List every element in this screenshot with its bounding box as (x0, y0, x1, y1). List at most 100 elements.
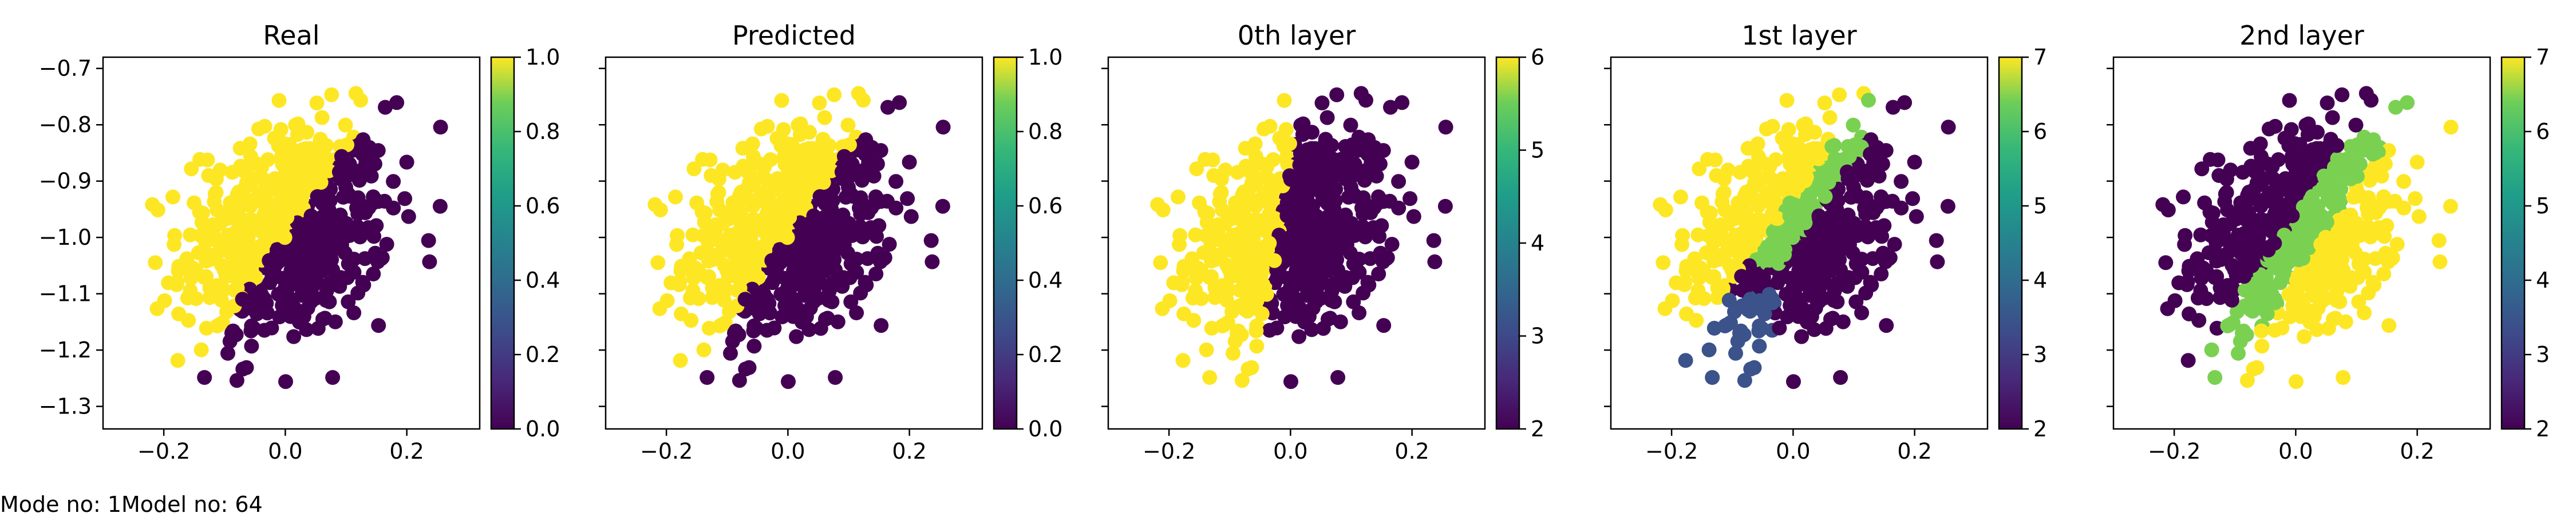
scatter-point (725, 245, 741, 261)
x-tick-label: 0.0 (1776, 439, 1810, 464)
scatter-point (287, 157, 302, 173)
scatter-point (285, 274, 300, 289)
scatter-point (1656, 255, 1671, 271)
scatter-point (1267, 253, 1282, 268)
scatter-point (1766, 192, 1781, 207)
scatter-point (2181, 263, 2196, 279)
scatter-point (1223, 232, 1239, 247)
scatter-point (2261, 121, 2277, 137)
scatter-point (1817, 96, 1832, 110)
scatter-point (1277, 93, 1292, 108)
scatter-point (314, 110, 330, 125)
scatter-point (849, 305, 864, 320)
colorbar-tick-label: 7 (2033, 45, 2047, 70)
scatter-point (225, 201, 240, 217)
scatter-point (1305, 300, 1321, 316)
scatter-point (1827, 151, 1843, 166)
scatter-point (1283, 374, 1298, 389)
scatter-point (255, 171, 271, 186)
x-tick-label: 0.2 (892, 439, 926, 464)
scatter-point (731, 327, 746, 343)
scatter-point (262, 253, 277, 268)
scatter-point (2282, 309, 2298, 324)
scatter-point (1247, 136, 1263, 152)
scatter-point (1847, 137, 1862, 153)
scatter-point (1329, 87, 1345, 102)
scatter-point (230, 280, 245, 296)
scatter-point (924, 254, 940, 269)
scatter-point (235, 292, 250, 307)
scatter-point (218, 232, 234, 247)
scatter-point (399, 154, 414, 170)
colorbar-tick-label: 1.0 (1028, 45, 1062, 70)
scatter-point (188, 291, 204, 307)
colorbar (490, 56, 515, 430)
scatter-point (1726, 232, 1741, 247)
colorbar-tick-label: 0.8 (1028, 119, 1062, 144)
scatter-point (1216, 317, 1232, 333)
scatter-point (812, 251, 828, 267)
x-tick-label: 0.0 (2278, 439, 2313, 464)
scatter-point (2330, 151, 2345, 166)
chart-title: 0th layer (1238, 20, 1356, 51)
scatter-point (1897, 95, 1913, 110)
scatter-point (1212, 186, 1228, 202)
scatter-point (855, 229, 870, 245)
scatter-point (746, 149, 761, 164)
scatter-point (764, 253, 780, 268)
scatter-point (2336, 370, 2351, 385)
scatter-point (1293, 117, 1309, 133)
scatter-point (1871, 168, 1887, 184)
scatter-point (1228, 245, 1243, 261)
scatter-point (732, 280, 748, 296)
scatter-point (1846, 117, 1861, 133)
scatter-point (2443, 198, 2458, 214)
scatter-point (2379, 218, 2395, 233)
scatter-point (2332, 294, 2348, 309)
scatter-point (1380, 250, 1395, 265)
scatter-point (2240, 280, 2255, 296)
scatter-point (322, 294, 337, 309)
scatter-point (1874, 267, 1889, 281)
scatter-point (1940, 198, 1955, 214)
scatter-point (1206, 168, 1222, 183)
scatter-point (2297, 157, 2313, 173)
scatter-point (1795, 157, 1810, 173)
footer-caption: Mode no: 1Model no: 64 (0, 492, 263, 517)
scatter-point (291, 169, 306, 185)
scatter-point (1793, 250, 1808, 266)
scatter-point (836, 149, 852, 164)
scatter-point (277, 230, 293, 245)
scatter-point (743, 230, 758, 245)
scatter-point (653, 202, 668, 218)
scatter-point (1313, 230, 1328, 245)
scatter-point (1759, 121, 1774, 137)
colorbar-tick-label: 0.4 (526, 268, 560, 293)
scatter-point (2357, 264, 2372, 280)
scatter-point (292, 203, 307, 218)
scatter-point (2218, 280, 2233, 296)
scatter-point (299, 322, 314, 337)
scatter-point (346, 305, 362, 320)
scatter-point (1329, 244, 1345, 259)
scatter-point (2344, 166, 2360, 182)
scatter-point (165, 189, 180, 205)
scatter-point (271, 93, 287, 108)
plot-frame (1610, 56, 1989, 430)
scatter-point (856, 93, 871, 108)
scatter-point (2288, 172, 2304, 187)
scatter-point (1336, 212, 1351, 228)
scatter-point (212, 162, 228, 178)
scatter-point (1930, 254, 1945, 269)
scatter-point (1406, 209, 1421, 224)
scatter-point (779, 136, 795, 152)
scatter-point (803, 300, 818, 316)
colorbar-tick-label: 4 (1531, 230, 1544, 256)
scatter-point (1172, 228, 1188, 243)
scatter-point (278, 172, 293, 187)
x-tick-label: 0.0 (268, 439, 302, 464)
plot-frame (102, 56, 481, 430)
x-tick-label: 0.2 (1897, 439, 1931, 464)
scatter-point (1713, 226, 1728, 242)
scatter-point (2400, 95, 2415, 110)
